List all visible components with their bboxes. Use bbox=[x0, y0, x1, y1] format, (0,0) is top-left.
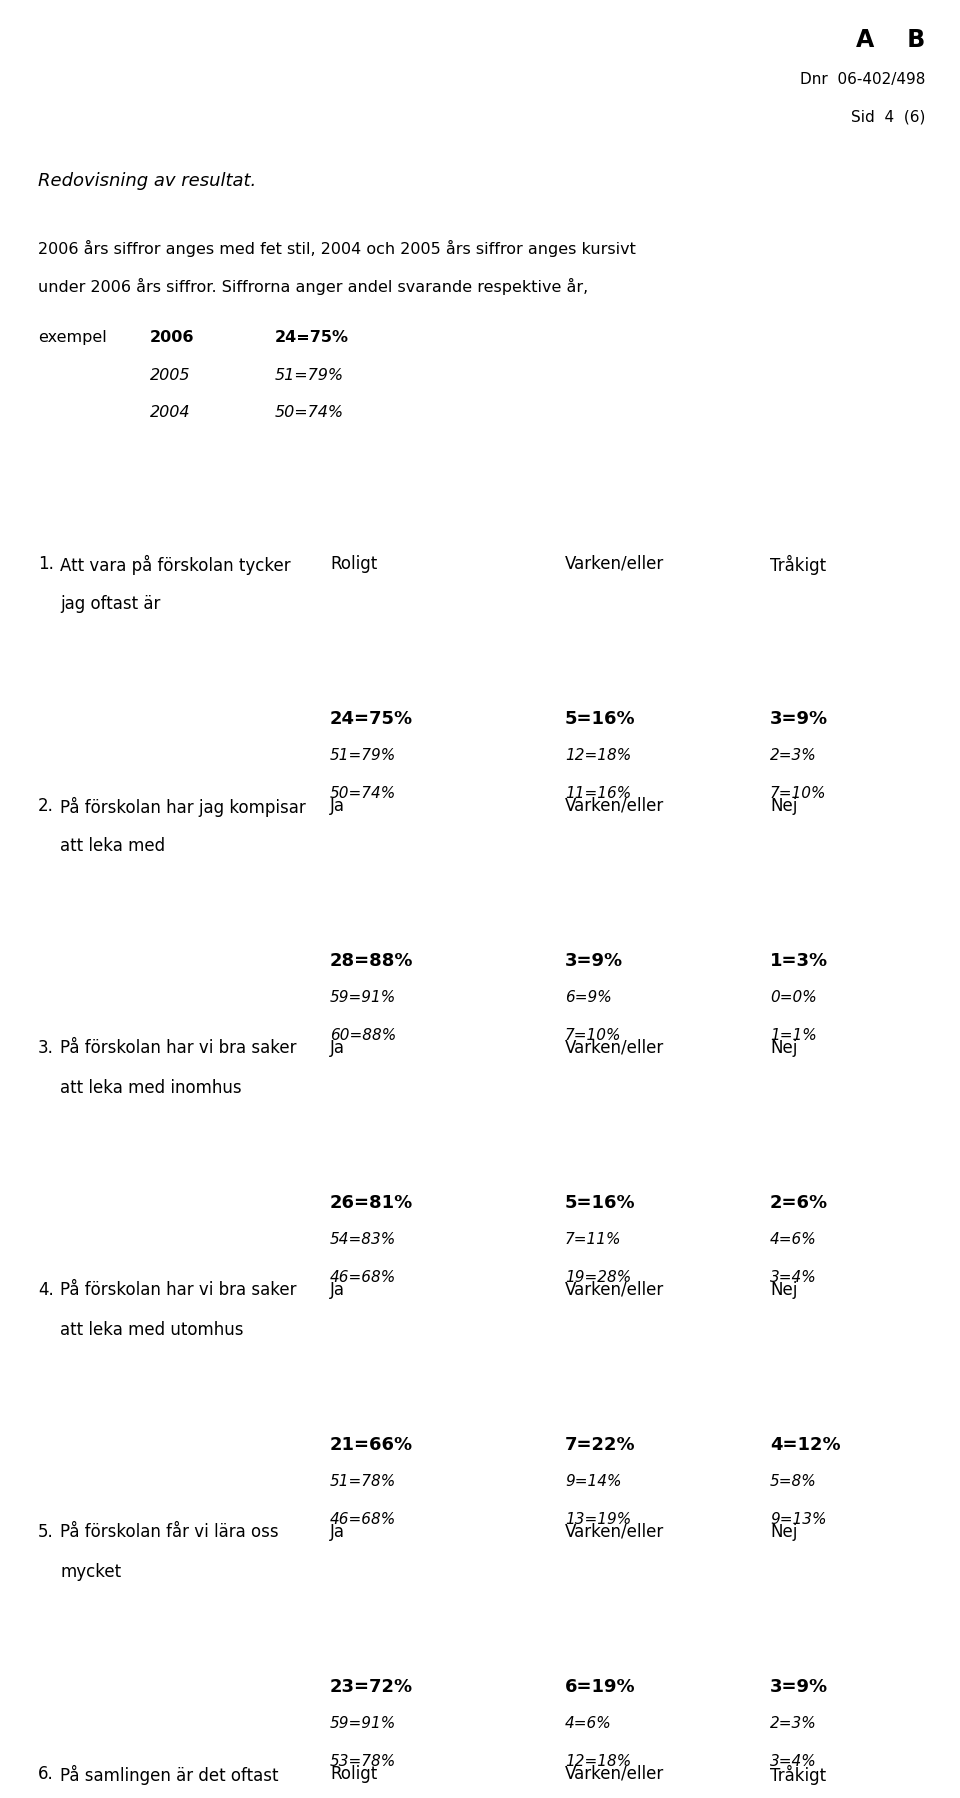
Text: jag oftast är: jag oftast är bbox=[60, 595, 160, 613]
Text: 11=16%: 11=16% bbox=[565, 786, 632, 800]
Text: Nej: Nej bbox=[770, 1039, 798, 1057]
Text: 53=78%: 53=78% bbox=[330, 1755, 396, 1769]
Text: 1.: 1. bbox=[38, 556, 54, 574]
Text: 9=14%: 9=14% bbox=[565, 1474, 621, 1489]
Text: Ja: Ja bbox=[330, 797, 345, 814]
Text: På förskolan har vi bra saker: På förskolan har vi bra saker bbox=[60, 1039, 297, 1057]
Text: Nej: Nej bbox=[770, 1280, 798, 1298]
Text: 46=68%: 46=68% bbox=[330, 1269, 396, 1286]
Text: 13=19%: 13=19% bbox=[565, 1512, 632, 1527]
Text: 23=72%: 23=72% bbox=[330, 1678, 413, 1696]
Text: 51=79%: 51=79% bbox=[275, 369, 344, 383]
Text: 59=91%: 59=91% bbox=[330, 1715, 396, 1731]
Text: att leka med: att leka med bbox=[60, 838, 165, 856]
Text: 2=3%: 2=3% bbox=[770, 748, 817, 762]
Text: 7=11%: 7=11% bbox=[565, 1232, 621, 1248]
Text: Nej: Nej bbox=[770, 797, 798, 814]
Text: under 2006 års siffror. Siffrorna anger andel svarande respektive år,: under 2006 års siffror. Siffrorna anger … bbox=[38, 279, 588, 295]
Text: 19=28%: 19=28% bbox=[565, 1269, 632, 1286]
Text: 4=6%: 4=6% bbox=[770, 1232, 817, 1248]
Text: 50=74%: 50=74% bbox=[330, 786, 396, 800]
Text: 59=91%: 59=91% bbox=[330, 991, 396, 1005]
Text: Nej: Nej bbox=[770, 1523, 798, 1541]
Text: 46=68%: 46=68% bbox=[330, 1512, 396, 1527]
Text: 54=83%: 54=83% bbox=[330, 1232, 396, 1248]
Text: 4.: 4. bbox=[38, 1280, 54, 1298]
Text: Varken/eller: Varken/eller bbox=[565, 1766, 664, 1784]
Text: 0=0%: 0=0% bbox=[770, 991, 817, 1005]
Text: Tråkigt: Tråkigt bbox=[770, 1766, 827, 1785]
Text: 7=10%: 7=10% bbox=[565, 1028, 621, 1043]
Text: 12=18%: 12=18% bbox=[565, 748, 632, 762]
Text: 2006: 2006 bbox=[150, 331, 195, 345]
Text: 21=66%: 21=66% bbox=[330, 1437, 413, 1455]
Text: Roligt: Roligt bbox=[330, 556, 377, 574]
Text: Sid  4  (6): Sid 4 (6) bbox=[851, 110, 925, 126]
Text: 2=3%: 2=3% bbox=[770, 1715, 817, 1731]
Text: På förskolan får vi lära oss: På förskolan får vi lära oss bbox=[60, 1523, 278, 1541]
Text: 60=88%: 60=88% bbox=[330, 1028, 396, 1043]
Text: 51=78%: 51=78% bbox=[330, 1474, 396, 1489]
Text: Att vara på förskolan tycker: Att vara på förskolan tycker bbox=[60, 556, 291, 575]
Text: 3=4%: 3=4% bbox=[770, 1269, 817, 1286]
Text: 9=13%: 9=13% bbox=[770, 1512, 827, 1527]
Text: 24=75%: 24=75% bbox=[330, 710, 413, 728]
Text: 50=74%: 50=74% bbox=[275, 405, 344, 421]
Text: Ja: Ja bbox=[330, 1280, 345, 1298]
Text: På förskolan har vi bra saker: På förskolan har vi bra saker bbox=[60, 1280, 297, 1298]
Text: 3=9%: 3=9% bbox=[565, 951, 623, 969]
Text: att leka med inomhus: att leka med inomhus bbox=[60, 1079, 242, 1097]
Text: 6.: 6. bbox=[38, 1766, 54, 1784]
Text: 2004: 2004 bbox=[150, 405, 190, 421]
Text: 7=10%: 7=10% bbox=[770, 786, 827, 800]
Text: På förskolan har jag kompisar: På förskolan har jag kompisar bbox=[60, 797, 305, 816]
Text: 6=19%: 6=19% bbox=[565, 1678, 636, 1696]
Text: 26=81%: 26=81% bbox=[330, 1194, 413, 1212]
Text: 5=8%: 5=8% bbox=[770, 1474, 817, 1489]
Text: att leka med utomhus: att leka med utomhus bbox=[60, 1322, 244, 1340]
Text: Varken/eller: Varken/eller bbox=[565, 1523, 664, 1541]
Text: exempel: exempel bbox=[38, 331, 107, 345]
Text: Roligt: Roligt bbox=[330, 1766, 377, 1784]
Text: 3=9%: 3=9% bbox=[770, 1678, 828, 1696]
Text: 2=6%: 2=6% bbox=[770, 1194, 828, 1212]
Text: 5=16%: 5=16% bbox=[565, 1194, 636, 1212]
Text: 6=9%: 6=9% bbox=[565, 991, 612, 1005]
Text: 1=1%: 1=1% bbox=[770, 1028, 817, 1043]
Text: Varken/eller: Varken/eller bbox=[565, 797, 664, 814]
Text: Ja: Ja bbox=[330, 1523, 345, 1541]
Text: 7=22%: 7=22% bbox=[565, 1437, 636, 1455]
Text: 28=88%: 28=88% bbox=[330, 951, 414, 969]
Text: 1=3%: 1=3% bbox=[770, 951, 828, 969]
Text: Tråkigt: Tråkigt bbox=[770, 556, 827, 575]
Text: Ja: Ja bbox=[330, 1039, 345, 1057]
Text: Dnr  06-402/498: Dnr 06-402/498 bbox=[800, 72, 925, 86]
Text: 5=16%: 5=16% bbox=[565, 710, 636, 728]
Text: mycket: mycket bbox=[60, 1562, 121, 1580]
Text: Varken/eller: Varken/eller bbox=[565, 556, 664, 574]
Text: 2006 års siffror anges med fet stil, 2004 och 2005 års siffror anges kursivt: 2006 års siffror anges med fet stil, 200… bbox=[38, 239, 636, 257]
Text: Redovisning av resultat.: Redovisning av resultat. bbox=[38, 173, 256, 191]
Text: 4=6%: 4=6% bbox=[565, 1715, 612, 1731]
Text: A    B: A B bbox=[855, 29, 925, 52]
Text: Varken/eller: Varken/eller bbox=[565, 1039, 664, 1057]
Text: 3=4%: 3=4% bbox=[770, 1755, 817, 1769]
Text: 3.: 3. bbox=[38, 1039, 54, 1057]
Text: 4=12%: 4=12% bbox=[770, 1437, 841, 1455]
Text: 51=79%: 51=79% bbox=[330, 748, 396, 762]
Text: På samlingen är det oftast: På samlingen är det oftast bbox=[60, 1766, 278, 1785]
Text: 12=18%: 12=18% bbox=[565, 1755, 632, 1769]
Text: 3=9%: 3=9% bbox=[770, 710, 828, 728]
Text: 2.: 2. bbox=[38, 797, 54, 814]
Text: 2005: 2005 bbox=[150, 369, 190, 383]
Text: Varken/eller: Varken/eller bbox=[565, 1280, 664, 1298]
Text: 24=75%: 24=75% bbox=[275, 331, 349, 345]
Text: 5.: 5. bbox=[38, 1523, 54, 1541]
